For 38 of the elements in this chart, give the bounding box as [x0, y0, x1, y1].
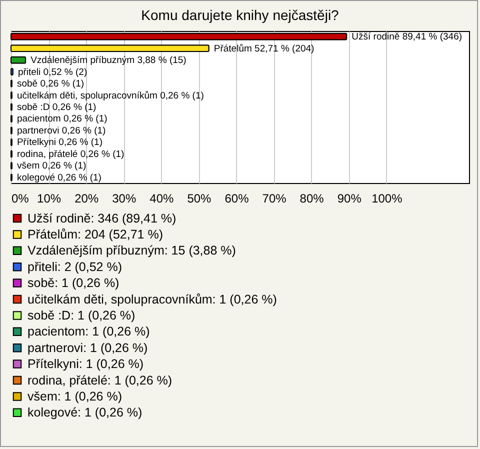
legend-label: Užší rodině: 346 (89,41 %)	[28, 211, 176, 226]
category-label: sobě :D 0,26 % (1)	[16, 102, 96, 113]
category-label: sobě 0,26 % (1)	[16, 78, 84, 90]
x-tick-label: 90%	[337, 192, 362, 206]
x-tick-label: 40%	[150, 192, 174, 206]
legend-label: sobě: 1 (0,26 %)	[28, 276, 120, 290]
legend-label: přiteli: 2 (0,52 %)	[28, 260, 122, 274]
x-tick-label: 70%	[262, 192, 287, 206]
legend-label: všem: 1 (0,26 %)	[28, 389, 122, 404]
category-label: učitelkám děti, spolupracovníkům 0,26 % (1)	[16, 90, 204, 102]
category-label: Přítelkyni 0,26 % (1)	[16, 137, 103, 148]
legend-label: učitelkám děti, spolupracovníkům: 1 (0,26 %)	[28, 292, 277, 306]
legend-label: pacientom: 1 (0,26 %)	[28, 324, 150, 339]
x-tick-label: 50%	[187, 192, 212, 206]
legend-label: rodina, přátelé: 1 (0,26 %)	[28, 373, 172, 388]
category-label: Přátelům 52,71 % (204)	[214, 43, 314, 54]
x-tick-label: 100%	[372, 192, 403, 206]
legend-label: sobě :D: 1 (0,26 %)	[28, 308, 136, 322]
category-label: rodina, přátelé 0,26 % (1)	[16, 148, 124, 160]
category-label: všem 0,26 % (1)	[16, 160, 86, 172]
x-tick-label: 20%	[74, 192, 99, 206]
category-label: partnerovi 0,26 % (1)	[16, 125, 106, 136]
x-tick-label: 80%	[300, 192, 324, 206]
category-label: Vzdálenějším příbuzným 3,88 % (15)	[30, 55, 186, 66]
legend-label: kolegové: 1 (0,26 %)	[28, 406, 142, 420]
legend-label: Přítelkyni: 1 (0,26 %)	[28, 357, 144, 372]
category-label: Užší rodině 89,41 % (346)	[352, 32, 462, 43]
x-tick-label: 60%	[224, 192, 250, 206]
legend-label: Přátelům: 204 (52,71 %)	[28, 227, 163, 242]
x-tick-label: 10%	[37, 192, 62, 206]
category-label: pacientom 0,26 % (1)	[16, 114, 108, 125]
chart-title: Komu darujete knihy nejčastěji?	[141, 7, 340, 23]
category-label: přiteli 0,52 % (2)	[18, 66, 88, 78]
category-label: kolegové 0,26 % (1)	[16, 172, 102, 184]
legend-label: Vzdálenějším příbuzným: 15 (3,88 %)	[28, 244, 236, 258]
x-tick-label: 0%	[12, 192, 30, 206]
legend-label: partnerovi: 1 (0,26 %)	[28, 340, 148, 355]
x-tick-label: 30%	[112, 192, 136, 206]
